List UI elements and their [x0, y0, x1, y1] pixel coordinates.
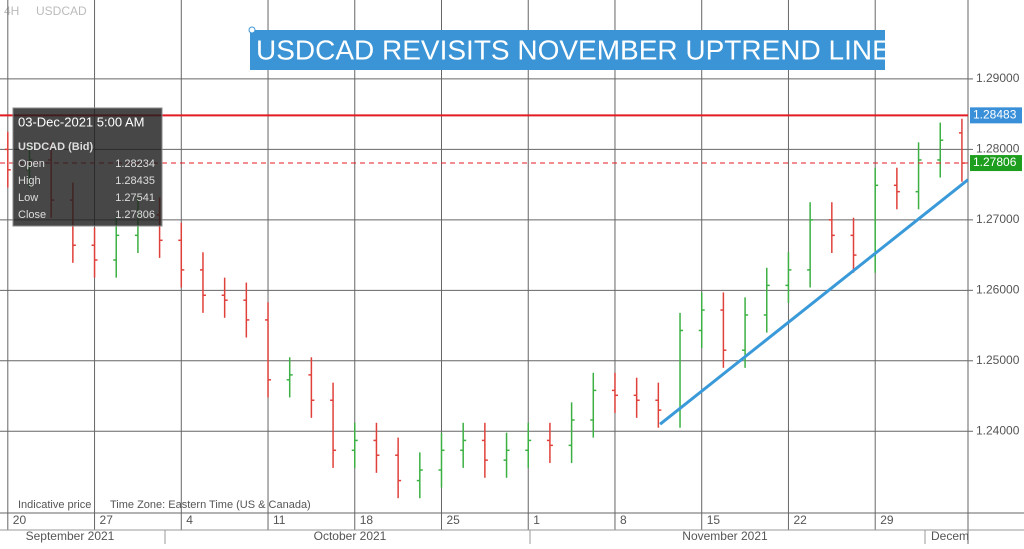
info-value: 1.27806: [115, 209, 155, 221]
price-tag-label: 1.28483: [973, 108, 1017, 122]
x-tick-label: 29: [880, 513, 894, 527]
ohlc-bar: [633, 377, 640, 418]
ohlc-bar: [460, 422, 467, 468]
ohlc-bar: [265, 302, 272, 398]
y-tick-label: 1.29000: [976, 71, 1020, 85]
ohlc-bar: [828, 202, 835, 253]
month-label: October 2021: [314, 529, 387, 543]
x-tick-label: 8: [620, 513, 627, 527]
ohlc-bar: [568, 402, 575, 463]
ohlc-bar: [221, 277, 228, 318]
y-tick-label: 1.27000: [976, 212, 1020, 226]
ohlc-bar: [308, 357, 315, 418]
ohlc-bar: [330, 382, 337, 468]
ohlc-bar: [199, 252, 206, 313]
info-label: High: [18, 175, 41, 187]
ohlc-bar: [503, 432, 510, 478]
info-value: 1.27541: [115, 192, 155, 204]
title-box: [250, 30, 885, 70]
ohlc-bar: [373, 422, 380, 473]
info-instrument: USDCAD (Bid): [18, 141, 93, 153]
ohlc-bar: [286, 357, 293, 398]
ohlc-bar: [763, 267, 770, 333]
price-tag: [970, 107, 1022, 124]
ohlc-bar: [655, 382, 662, 428]
ohlc-bar: [937, 122, 944, 178]
info-box: [12, 107, 163, 227]
info-value: 1.28234: [115, 158, 155, 170]
ohlc-bar: [91, 227, 98, 278]
ohlc-bar: [958, 118, 965, 182]
ohlc-bar: [113, 217, 120, 278]
x-tick-label: 25: [446, 513, 460, 527]
ohlc-bar: [438, 432, 445, 488]
x-tick-label: 4: [186, 513, 193, 527]
info-label: Open: [18, 158, 45, 170]
ohlc-bar: [178, 222, 185, 288]
ohlc-bar: [785, 252, 792, 304]
symbol: USDCAD: [36, 4, 87, 18]
ohlc-bar: [698, 292, 705, 349]
ohlc-bar: [546, 422, 553, 463]
month-label: November 2021: [682, 529, 768, 543]
x-tick-label: 18: [360, 513, 374, 527]
info-value: 1.28435: [115, 175, 155, 187]
y-tick-label: 1.26000: [976, 282, 1020, 296]
price-tag: [970, 155, 1022, 172]
price-tag-label: 1.27806: [973, 155, 1017, 169]
anchor-handle: [248, 26, 256, 34]
trend-line: [659, 178, 969, 426]
y-tick-label: 1.24000: [976, 423, 1020, 437]
y-tick-label: 1.28000: [976, 142, 1020, 156]
ohlc-bar: [590, 372, 597, 438]
interval: 4H: [4, 4, 19, 18]
ohlc-bar: [4, 131, 11, 188]
ohlc-bar: [395, 437, 402, 499]
ohlc-bar: [850, 217, 857, 273]
ohlc-bar: [720, 292, 727, 368]
ohlc-bar: [915, 142, 922, 210]
x-tick-label: 1: [533, 513, 540, 527]
footer-note: Indicative price: [18, 499, 91, 511]
month-label: September 2021: [26, 529, 115, 543]
info-label: Close: [18, 209, 46, 221]
ohlc-bar: [893, 167, 900, 210]
footer-note: Time Zone: Eastern Time (US & Canada): [110, 499, 311, 511]
ohlc-bar: [611, 372, 618, 413]
ohlc-bar: [416, 452, 423, 499]
y-tick-label: 1.25000: [976, 353, 1020, 367]
ohlc-bar: [525, 422, 532, 468]
ohlc-bar: [351, 422, 358, 468]
chart-title: USDCAD REVISITS NOVEMBER UPTREND LINE: [256, 34, 891, 65]
x-tick-label: 11: [273, 513, 286, 527]
ohlc-bar: [807, 202, 814, 288]
x-tick-label: 27: [100, 513, 114, 527]
month-label: Decem: [931, 529, 969, 543]
info-date: 03-Dec-2021 5:00 AM: [18, 114, 144, 129]
ohlc-bar: [243, 282, 250, 338]
x-tick-label: 20: [13, 513, 27, 527]
ohlc-bar: [481, 422, 488, 478]
x-tick-label: 15: [707, 513, 721, 527]
info-label: Low: [18, 192, 38, 204]
x-tick-label: 22: [793, 513, 807, 527]
